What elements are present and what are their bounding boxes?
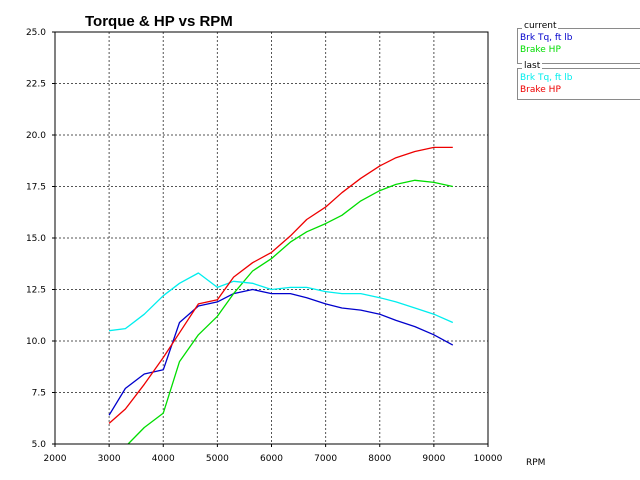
series-line-2 <box>109 272 454 332</box>
y-tick-label: 7.5 <box>32 389 46 399</box>
y-tick-label: 10.0 <box>26 337 46 347</box>
legend-last-caption: last <box>522 61 543 71</box>
y-axis: 5.0 7.5 10.0 12.5 15.0 17.5 20.0 22.5 25.0 <box>26 28 55 450</box>
x-tick-label: 3000 <box>98 454 121 464</box>
y-tick-label: 22.5 <box>26 80 46 90</box>
series-group <box>108 146 454 445</box>
x-tick-label: 5000 <box>206 454 229 464</box>
x-tick-label: 9000 <box>422 454 445 464</box>
y-tick-label: 20.0 <box>26 131 46 141</box>
y-tick-label: 5.0 <box>32 440 47 450</box>
y-tick-label: 12.5 <box>26 286 46 296</box>
x-tick-label: 6000 <box>260 454 283 464</box>
y-tick-label: 15.0 <box>26 234 46 244</box>
x-tick-label: 2000 <box>44 454 67 464</box>
y-tick-label: 17.5 <box>26 183 46 193</box>
legend-last: last Brk Tq, ft lb Brake HP <box>517 61 640 100</box>
legend-current-hp: Brake HP <box>520 45 561 55</box>
x-axis-label: RPM <box>526 458 545 468</box>
series-line-1 <box>127 179 453 445</box>
x-tick-label: 8000 <box>368 454 391 464</box>
x-tick-label: 10000 <box>474 454 503 464</box>
x-tick-label: 4000 <box>152 454 175 464</box>
x-axis: 2000 3000 4000 5000 6000 7000 8000 9000 10000 <box>44 444 503 464</box>
legend-current-torque: Brk Tq, ft lb <box>520 33 573 43</box>
legend-last-torque: Brk Tq, ft lb <box>520 73 573 83</box>
y-tick-label: 25.0 <box>26 28 46 38</box>
grid <box>55 32 488 444</box>
series-line-0 <box>108 288 454 416</box>
x-tick-label: 7000 <box>314 454 337 464</box>
legend-last-hp: Brake HP <box>520 85 561 95</box>
series-line-3 <box>108 146 453 424</box>
chart-title: Torque & HP vs RPM <box>85 13 233 30</box>
legend-current-caption: current <box>522 21 559 31</box>
legend-current: current Brk Tq, ft lb Brake HP <box>517 21 640 64</box>
